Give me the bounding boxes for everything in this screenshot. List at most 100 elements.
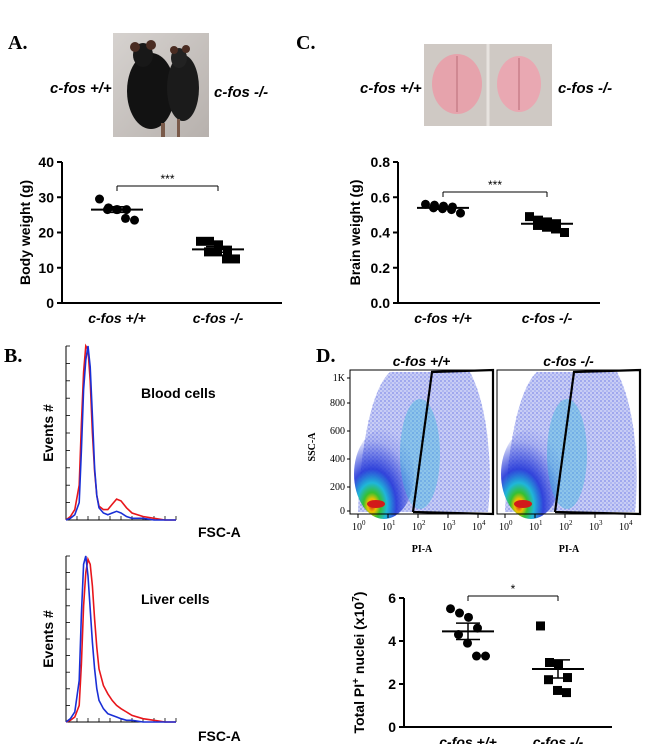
flow-x-tick-exp: 3 <box>452 519 456 527</box>
y-tick-label: 6 <box>388 590 396 606</box>
flow-x-tick-exp: 0 <box>509 519 513 527</box>
x-axis-label: FSC-A <box>198 524 241 540</box>
data-point-0 <box>464 612 473 622</box>
flow-x-tick-exp: 1 <box>392 519 396 527</box>
flow-x-tick-base: 10 <box>352 522 362 533</box>
significance-label: * <box>511 582 516 596</box>
data-point-1 <box>536 621 545 631</box>
x-category-label: c-fos -/- <box>193 310 244 326</box>
flow-plot-title: c-fos +/+ <box>393 353 451 369</box>
y-tick-label: 0 <box>46 295 54 311</box>
data-point-1 <box>544 675 553 685</box>
pi-nuclei-plot: 0 2 4 6 c-fos +/+ c-fos -/- Total PI+ nuclei (… <box>351 582 612 744</box>
y-tick-label: 0.4 <box>371 225 391 241</box>
x-category-label: c-fos +/+ <box>439 734 497 744</box>
data-point-0 <box>130 215 139 225</box>
photo-a-left-label: c-fos +/+ <box>50 80 112 97</box>
y-axis-label-part: nuclei (x10 <box>351 602 367 678</box>
flow-x-tick-label: 104 <box>472 519 486 533</box>
flow-x-tick-base: 10 <box>442 522 452 533</box>
y-axis-label: Total PI+ nuclei (x107) <box>351 592 368 734</box>
y-axis-label: Body weight (g) <box>17 180 33 285</box>
y-axis-label: Events # <box>40 610 56 668</box>
histogram-title: Blood cells <box>141 385 216 401</box>
brain-weight-plot: 0.0 0.2 0.4 0.6 0.8 c-fos +/+ c-fos -/- Brain w… <box>347 154 600 326</box>
y-tick-label: 0.0 <box>371 295 391 311</box>
y-tick-label: 30 <box>38 189 54 205</box>
flow-x-tick-label: 100 <box>499 519 513 533</box>
panel-letter-b: B. <box>4 345 23 367</box>
flow-x-tick-label: 101 <box>382 519 396 533</box>
data-point-1 <box>562 688 571 698</box>
x-category-label: c-fos +/+ <box>414 310 472 326</box>
flow-plot-title: c-fos -/- <box>543 353 594 369</box>
data-point-0 <box>456 208 465 218</box>
flow-x-tick-base: 10 <box>619 522 629 533</box>
y-axis-label-part: 7 <box>351 596 362 602</box>
flow-x-tick-label: 102 <box>412 519 426 533</box>
data-point-1 <box>214 240 223 250</box>
histogram-title: Liver cells <box>141 591 210 607</box>
flow-y-tick-label: 1K <box>333 373 346 384</box>
flow-x-label: PI-A <box>412 544 433 555</box>
significance-label: *** <box>160 172 174 186</box>
data-point-1 <box>553 685 562 695</box>
y-axis-label: Events # <box>40 404 56 462</box>
y-tick-label: 0.2 <box>371 260 391 276</box>
y-axis-label-part: Total PI <box>351 684 367 734</box>
y-axis-label: Brain weight (g) <box>347 180 363 286</box>
y-axis-label-part: + <box>351 678 362 684</box>
significance-label: *** <box>488 178 502 192</box>
flow-density-hotspot <box>501 429 561 519</box>
y-tick-label: 0 <box>388 719 396 735</box>
flow-x-tick-label: 100 <box>352 519 366 533</box>
data-point-1 <box>205 236 214 246</box>
flow-x-tick-base: 10 <box>559 522 569 533</box>
photo-c-right-label: c-fos -/- <box>558 80 613 97</box>
y-tick-label: 4 <box>388 633 396 649</box>
brains-photo <box>424 44 552 126</box>
x-category-label: c-fos -/- <box>533 734 584 744</box>
flow-y-tick-label: 800 <box>330 398 345 409</box>
flow-density-hotspot <box>354 429 414 519</box>
photo-a-right-label: c-fos -/- <box>214 84 269 101</box>
data-point-0 <box>446 604 455 614</box>
flow-y-label: SSC-A <box>307 432 318 462</box>
flow-x-tick-exp: 2 <box>422 519 426 527</box>
y-tick-label: 0.8 <box>371 154 391 170</box>
y-tick-label: 10 <box>38 260 54 276</box>
panel-letter-a: A. <box>8 32 28 54</box>
data-point-1 <box>534 215 543 225</box>
flow-x-tick-base: 10 <box>382 522 392 533</box>
mice-photo <box>113 33 209 137</box>
blood-histogram-plot: Blood cells Events # FSC-A <box>40 343 241 540</box>
data-point-0 <box>455 608 464 618</box>
data-point-0 <box>95 194 104 204</box>
data-point-1 <box>196 236 205 246</box>
photo-c-left-label: c-fos +/+ <box>360 80 422 97</box>
flow-x-tick-exp: 4 <box>629 519 633 527</box>
data-point-1 <box>222 254 231 264</box>
panel-letter-c: C. <box>296 32 316 54</box>
flow-x-tick-base: 10 <box>472 522 482 533</box>
flow-x-tick-exp: 0 <box>362 519 366 527</box>
flow-x-tick-exp: 2 <box>569 519 573 527</box>
data-point-0 <box>472 651 481 661</box>
x-category-label: c-fos +/+ <box>88 310 146 326</box>
flow-x-tick-base: 10 <box>499 522 509 533</box>
flow-x-tick-exp: 3 <box>599 519 603 527</box>
flow-x-tick-label: 102 <box>559 519 573 533</box>
flow-plot-frame <box>496 369 641 515</box>
flow-y-tick-label: 0 <box>340 506 345 517</box>
data-point-0 <box>121 213 130 223</box>
data-point-1 <box>525 212 534 222</box>
data-point-1 <box>551 224 560 234</box>
flow-density-peak <box>514 500 532 508</box>
flow-x-label: PI-A <box>559 544 580 555</box>
